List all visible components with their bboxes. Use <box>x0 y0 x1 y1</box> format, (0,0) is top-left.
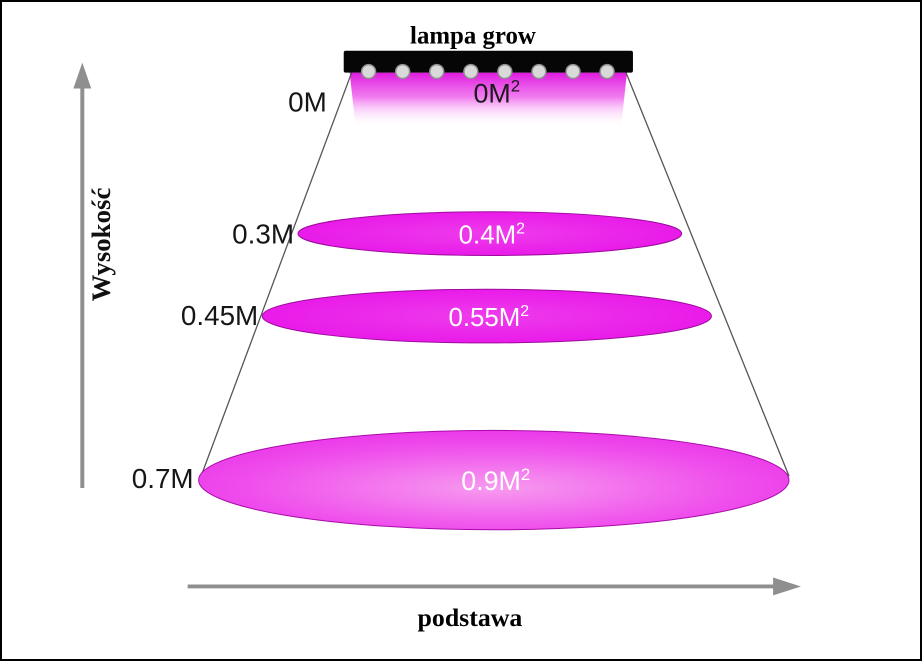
area-label-3: 0.9M2 <box>461 465 530 496</box>
coverage-ellipse-1 <box>297 211 683 256</box>
area-label-2-exp: 2 <box>520 303 529 320</box>
led-dot <box>531 63 547 80</box>
area-label-1-exp: 2 <box>516 221 525 238</box>
page-title: lampa grow <box>410 23 536 50</box>
area-label-3-base: 0.9M <box>461 466 521 496</box>
area-label-0: 0M2 <box>473 76 520 108</box>
area-label-0-exp: 2 <box>511 76 520 95</box>
led-dot <box>429 63 445 80</box>
area-label-1: 0.4M2 <box>459 221 525 250</box>
height-label-0: 0M <box>288 86 327 117</box>
y-axis-label: Wysokość <box>86 188 116 302</box>
area-label-0-base: 0M <box>473 78 510 108</box>
led-dot <box>599 63 615 80</box>
led-dot <box>497 63 513 80</box>
lamp-bar <box>343 50 633 80</box>
led-dot <box>565 63 581 80</box>
area-label-1-base: 0.4M <box>459 222 516 250</box>
cone-left-line <box>198 72 353 481</box>
coverage-ellipse-3 <box>198 429 790 531</box>
coverage-ellipse-2 <box>261 288 712 344</box>
led-dot <box>394 63 411 80</box>
height-label-3: 0.7M <box>132 463 194 494</box>
height-label-2: 0.45M <box>181 300 258 331</box>
x-axis: podstawa <box>187 577 801 632</box>
area-label-2: 0.55M2 <box>449 303 530 332</box>
x-axis-label: podstawa <box>418 603 523 632</box>
x-axis-arrowhead-icon <box>773 577 801 596</box>
led-dot <box>360 63 377 80</box>
led-dot <box>463 63 479 80</box>
area-label-2-base: 0.55M <box>449 304 521 332</box>
cone-right-line <box>625 72 790 477</box>
lamp-glow <box>349 72 627 128</box>
lamp-body <box>343 50 633 73</box>
led-strip <box>360 63 615 80</box>
y-axis: Wysokość <box>73 62 116 489</box>
y-axis-arrowhead-icon <box>73 62 92 89</box>
area-label-3-exp: 2 <box>521 465 530 484</box>
height-label-1: 0.3M <box>232 219 294 250</box>
